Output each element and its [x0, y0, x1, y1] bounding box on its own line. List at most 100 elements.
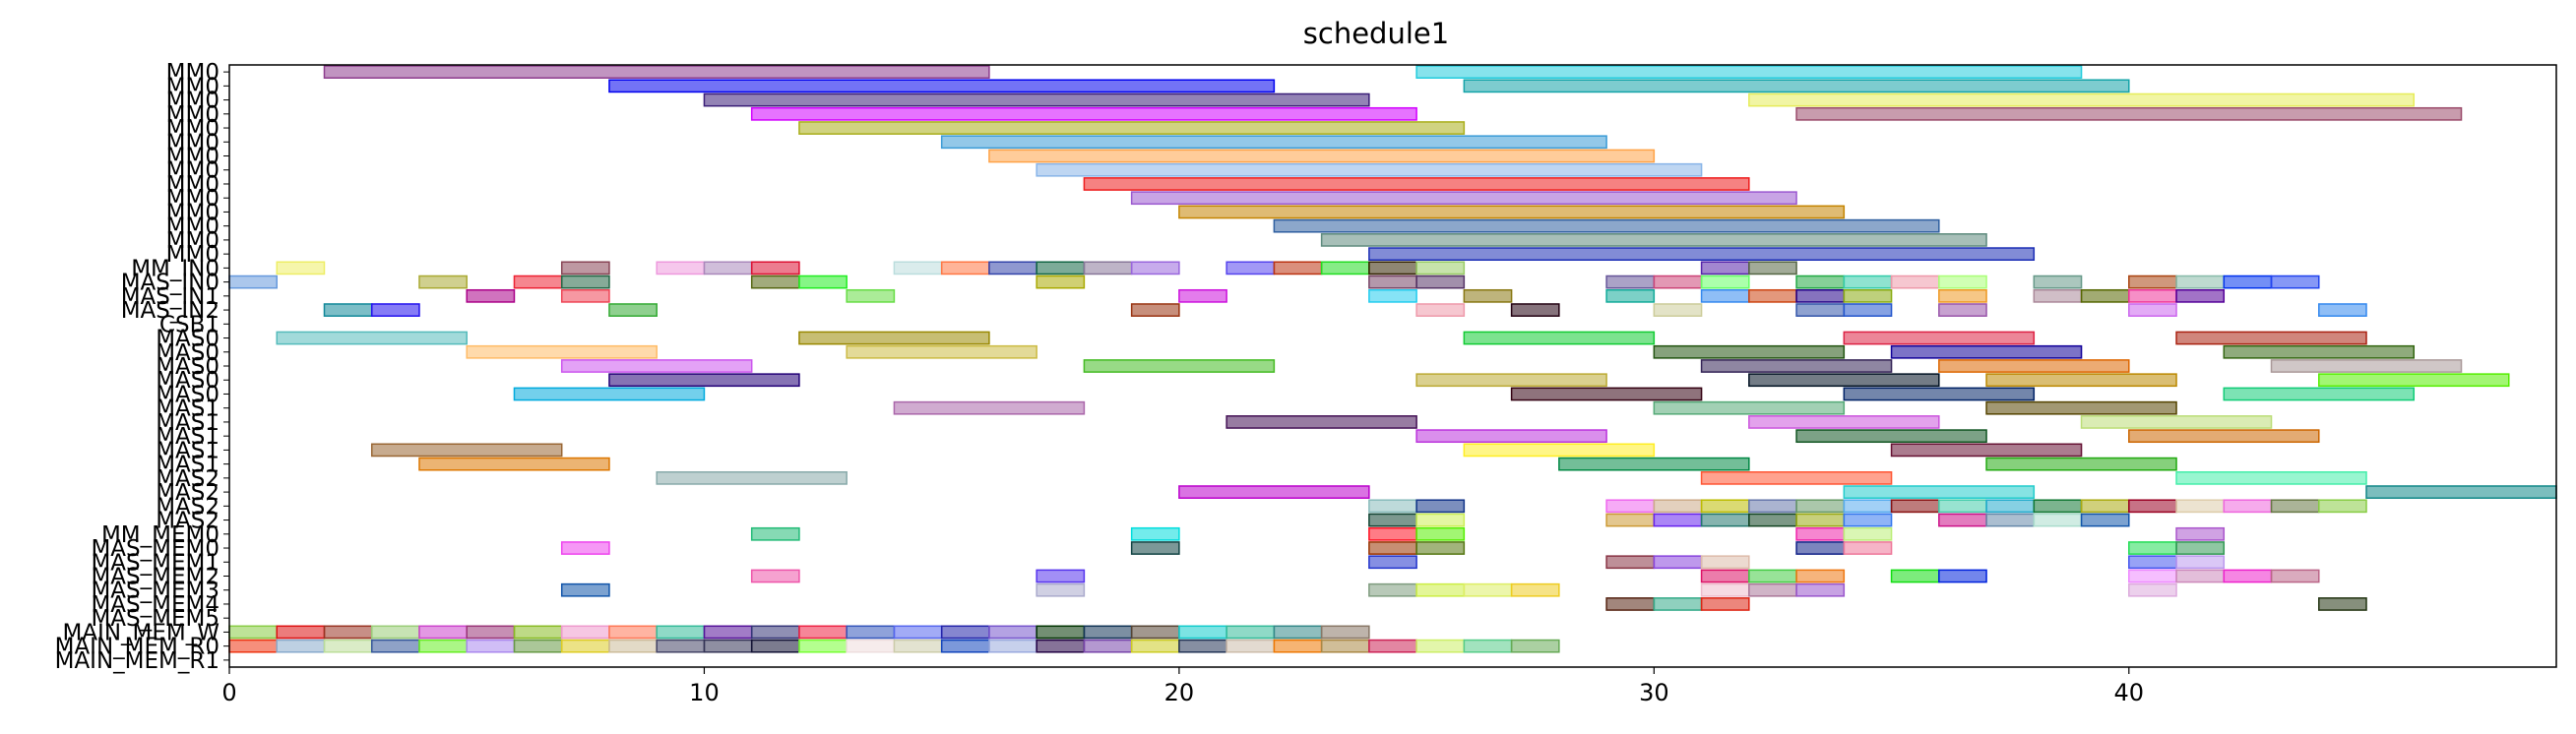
- y-tick-label: MAIN_MEM_W: [62, 620, 220, 645]
- gantt-bar: [798, 275, 848, 289]
- gantt-bar: [370, 443, 563, 458]
- gantt-bar: [750, 275, 800, 289]
- gantt-bar: [1415, 373, 1607, 388]
- gantt-bar: [750, 106, 1417, 121]
- gantt-bar: [418, 275, 468, 289]
- y-tick-label: MM0: [166, 214, 220, 240]
- gantt-bar: [2223, 275, 2273, 289]
- gantt-bar: [1985, 400, 2177, 415]
- gantt-bar: [466, 344, 658, 359]
- gantt-bar: [703, 261, 753, 275]
- gantt-bar: [1605, 555, 1656, 570]
- gantt-bar: [608, 303, 658, 317]
- gantt-bar: [2223, 387, 2416, 401]
- gantt-bar: [1843, 485, 2036, 499]
- gantt-bar: [1130, 261, 1180, 275]
- gantt-bar: [608, 625, 658, 640]
- gantt-bar: [940, 261, 990, 275]
- gantt-bar: [750, 261, 800, 275]
- gantt-bar: [1415, 526, 1466, 541]
- gantt-bar: [323, 625, 373, 640]
- gantt-bar: [703, 639, 753, 653]
- gantt-bar: [846, 288, 896, 303]
- gantt-bar: [1415, 499, 1466, 514]
- y-tick-label: MM0: [166, 145, 220, 170]
- gantt-bar: [1795, 499, 1846, 514]
- gantt-bar: [1368, 526, 1417, 541]
- gantt-bar: [2270, 499, 2320, 514]
- gantt-bar: [1273, 639, 1323, 653]
- gantt-bar: [1368, 555, 1417, 570]
- gantt-bar: [1795, 288, 1846, 303]
- y-tick-label: MM_IN0: [131, 256, 220, 281]
- gantt-bar: [1368, 247, 2036, 262]
- x-tick-label: 30: [1639, 679, 1669, 706]
- gantt-bar: [1178, 205, 1846, 219]
- gantt-bar: [2175, 555, 2226, 570]
- gantt-bar: [1985, 513, 2036, 527]
- y-tick-label: MM_MEM0: [101, 522, 220, 548]
- plot-frame: [228, 64, 2557, 668]
- gantt-bar: [2128, 541, 2177, 555]
- y-tick-label: MM0: [166, 186, 220, 212]
- y-tick-label: MM0: [166, 200, 220, 225]
- gantt-bar: [2175, 331, 2367, 345]
- gantt-bar: [940, 639, 990, 653]
- gantt-bar: [2223, 499, 2273, 514]
- gantt-bar: [1415, 429, 1607, 444]
- gantt-bar: [1368, 639, 1417, 653]
- gantt-bar: [323, 65, 990, 79]
- gantt-bar: [560, 275, 610, 289]
- y-tick-label: MAS_MEM1: [91, 550, 220, 576]
- gantt-bar: [2223, 344, 2416, 359]
- gantt-bar: [513, 387, 706, 401]
- gantt-bar: [1700, 288, 1750, 303]
- gantt-bar: [228, 625, 278, 640]
- gantt-bar: [1700, 359, 1893, 373]
- gantt-bar: [846, 344, 1037, 359]
- gantt-bar: [1700, 470, 1893, 485]
- gantt-bar: [1890, 499, 1940, 514]
- gantt-bar: [893, 625, 943, 640]
- gantt-bar: [2318, 499, 2367, 514]
- y-tick-label: MM0: [166, 74, 220, 99]
- gantt-bar: [1653, 400, 1846, 415]
- gantt-bar: [988, 625, 1037, 640]
- gantt-bar: [1700, 569, 1750, 583]
- gantt-bar: [2033, 513, 2083, 527]
- gantt-bar: [1748, 92, 2416, 107]
- gantt-bar: [2080, 513, 2130, 527]
- gantt-bar: [1843, 331, 2036, 345]
- gantt-bar: [1795, 275, 1846, 289]
- y-tick-label: MAS0: [156, 340, 220, 366]
- gantt-bar: [1605, 499, 1656, 514]
- gantt-bar: [1415, 513, 1466, 527]
- gantt-bar: [1843, 387, 2036, 401]
- gantt-bar: [1320, 639, 1370, 653]
- gantt-bar: [608, 639, 658, 653]
- gantt-bar: [370, 639, 420, 653]
- gantt-bar: [1036, 639, 1086, 653]
- gantt-bar: [513, 275, 563, 289]
- gantt-bar: [1795, 569, 1846, 583]
- gantt-bar: [1700, 597, 1750, 611]
- y-tick-label: MM0: [166, 158, 220, 184]
- gantt-bar: [513, 625, 563, 640]
- gantt-bar: [2033, 288, 2083, 303]
- gantt-bar: [560, 582, 610, 597]
- gantt-bar: [2128, 499, 2177, 514]
- y-tick-label: MAS_IN1: [121, 284, 220, 310]
- gantt-bar: [2223, 569, 2273, 583]
- gantt-bar: [466, 288, 516, 303]
- gantt-bar: [798, 625, 848, 640]
- gantt-bar: [1368, 541, 1417, 555]
- gantt-bar: [1510, 582, 1560, 597]
- gantt-bar: [1653, 513, 1703, 527]
- y-tick-label: CSB1: [159, 312, 220, 337]
- gantt-bar: [846, 625, 896, 640]
- gantt-bar: [2128, 303, 2177, 317]
- gantt-bar: [893, 400, 1086, 415]
- gantt-bar: [1653, 303, 1703, 317]
- gantt-bar: [1415, 582, 1466, 597]
- y-tick-label: MM0: [166, 60, 220, 86]
